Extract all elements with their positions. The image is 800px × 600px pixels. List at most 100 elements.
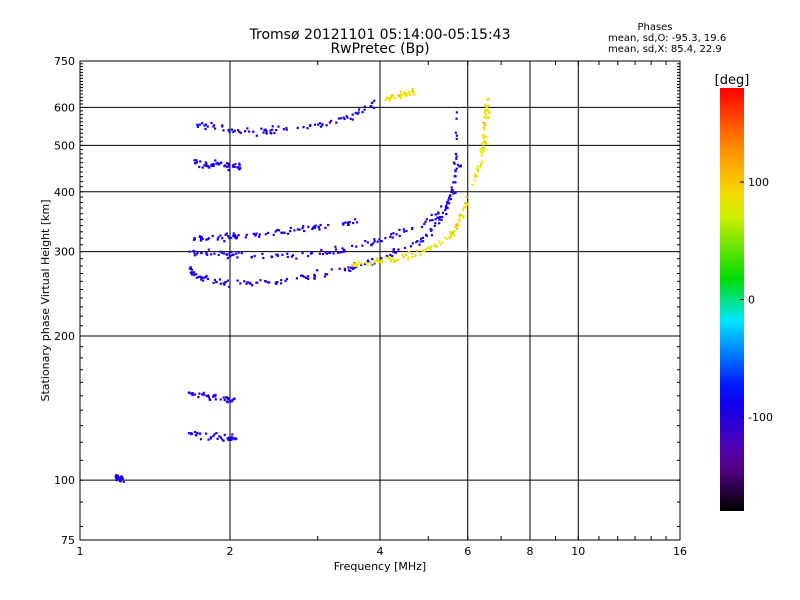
echo-point — [462, 206, 466, 209]
echo-point — [289, 226, 292, 230]
echo-point — [319, 223, 322, 227]
colorbar-label: [deg] — [715, 73, 750, 88]
echo-point — [458, 165, 461, 168]
echo-point — [114, 475, 117, 479]
echo-point — [484, 109, 487, 113]
echo-point — [275, 128, 278, 132]
echo-point — [266, 281, 270, 284]
echo-point — [455, 157, 458, 160]
echo-point — [437, 212, 440, 215]
echo-point — [482, 136, 485, 140]
echo-point — [356, 112, 359, 115]
echo-point — [212, 125, 215, 128]
echo-point — [307, 254, 310, 258]
echo-point — [349, 266, 352, 269]
echo-point — [320, 248, 323, 252]
echo-point — [480, 162, 483, 165]
echo-point — [435, 245, 438, 248]
echo-point — [191, 271, 194, 274]
echo-point — [301, 227, 304, 230]
echo-point — [485, 105, 488, 108]
echo-point — [313, 226, 317, 229]
echo-point — [282, 128, 285, 131]
echo-point — [389, 253, 392, 257]
echo-point — [253, 254, 256, 258]
echo-point — [458, 213, 461, 216]
echo-point — [414, 254, 417, 257]
echo-point — [328, 121, 331, 124]
echo-point — [238, 164, 241, 167]
echo-point — [233, 165, 236, 169]
echo-point — [364, 239, 367, 243]
echo-point — [225, 400, 228, 403]
echo-point — [238, 162, 241, 165]
echo-point — [370, 105, 373, 108]
echo-point — [275, 281, 278, 284]
echo-point — [341, 250, 345, 253]
echo-point — [203, 393, 206, 396]
echo-point — [189, 267, 192, 270]
echo-point — [298, 228, 301, 231]
echo-point — [387, 257, 390, 260]
echo-point — [228, 237, 231, 240]
echo-point — [423, 249, 427, 252]
echo-point — [455, 137, 458, 140]
echo-point — [236, 129, 240, 132]
echo-point — [195, 253, 198, 256]
echo-point — [307, 225, 310, 228]
echo-point — [245, 233, 248, 236]
echo-point — [207, 438, 210, 441]
echo-point — [482, 150, 485, 153]
echo-point — [411, 242, 414, 245]
echo-point — [405, 94, 408, 97]
echo-point — [227, 129, 230, 132]
echo-point — [219, 282, 222, 285]
echo-point — [196, 431, 199, 435]
echo-point — [212, 281, 215, 285]
echo-point — [423, 222, 426, 226]
echo-point — [405, 92, 408, 95]
echo-point — [197, 395, 200, 399]
echo-point — [224, 233, 227, 236]
echo-point — [290, 255, 293, 258]
echo-point — [452, 234, 456, 237]
echo-point — [411, 87, 414, 90]
echo-point — [285, 126, 288, 130]
echo-point — [486, 116, 489, 119]
echo-point — [348, 220, 351, 224]
echo-point — [223, 398, 226, 401]
echo-point — [415, 241, 418, 244]
echo-point — [484, 135, 488, 139]
x-tick-label: 6 — [464, 545, 471, 558]
echo-point — [440, 205, 443, 208]
echo-point — [230, 437, 233, 440]
echo-point — [193, 251, 196, 254]
echo-point — [482, 128, 486, 131]
echo-point — [228, 131, 231, 134]
echo-point — [339, 117, 343, 120]
echo-point — [212, 164, 215, 168]
echo-point — [205, 252, 208, 255]
echo-point — [313, 277, 316, 280]
echo-point — [248, 130, 251, 133]
echo-point — [198, 392, 201, 395]
echo-point — [412, 93, 416, 96]
echo-point — [430, 213, 433, 216]
echo-point — [485, 109, 488, 112]
echo-point — [200, 278, 203, 281]
echo-point — [292, 254, 295, 257]
colorbar-tick-label: 100 — [748, 176, 769, 189]
echo-point — [455, 111, 458, 114]
echo-point — [416, 239, 419, 243]
echo-point — [208, 166, 211, 169]
echo-point — [306, 127, 309, 130]
echo-point — [398, 234, 401, 238]
echo-point — [430, 234, 434, 237]
echo-point — [352, 267, 355, 271]
echo-point — [226, 257, 229, 260]
echo-point — [219, 436, 223, 439]
echo-point — [455, 223, 458, 226]
echo-point — [200, 252, 203, 255]
echo-point — [204, 161, 207, 164]
echo-point — [221, 237, 224, 240]
